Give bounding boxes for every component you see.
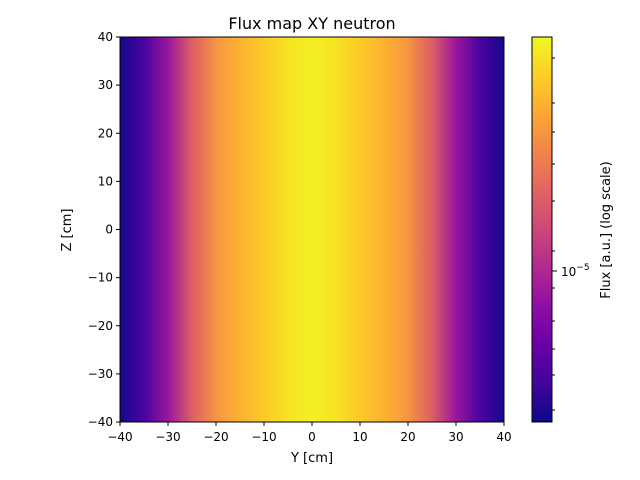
x-tick-label: −10 [251,430,276,444]
colorbar-major-tick-base: 10 [561,265,576,279]
y-tick-label: −30 [88,367,113,381]
x-tick-label: 20 [400,430,415,444]
y-tick-label: −40 [88,415,113,429]
colorbar-label: Flux [a.u.] (log scale) [599,161,614,299]
y-axis-label: Z [cm] [60,209,75,252]
x-axis-label: Y [cm] [290,451,333,466]
y-tick-label: −10 [88,271,113,285]
x-tick-label: 0 [308,430,316,444]
heatmap-image [120,37,504,422]
y-tick-label: −20 [88,319,113,333]
y-tick-label: 10 [98,174,113,188]
y-tick-label: 20 [98,126,113,140]
x-tick-label: −40 [107,430,132,444]
colorbar-ticks [552,57,557,411]
y-axis: −40 −30 −20 −10 0 10 20 30 40 [88,30,120,429]
x-tick-label: −30 [155,430,180,444]
chart-title: Flux map XY neutron [228,14,395,33]
x-tick-label: 30 [448,430,463,444]
x-tick-label: −20 [203,430,228,444]
y-tick-label: 30 [98,78,113,92]
colorbar-frame [531,36,553,423]
colorbar-major-tick-label: 10−5 [561,263,590,279]
x-tick-label: 40 [496,430,511,444]
y-tick-label: 0 [105,223,113,237]
x-axis: −40 −30 −20 −10 0 10 20 30 40 [107,422,512,444]
colorbar [532,37,552,422]
colorbar-major-tick-exponent: −5 [576,263,589,273]
x-tick-label: 10 [352,430,367,444]
y-tick-label: 40 [98,30,113,44]
